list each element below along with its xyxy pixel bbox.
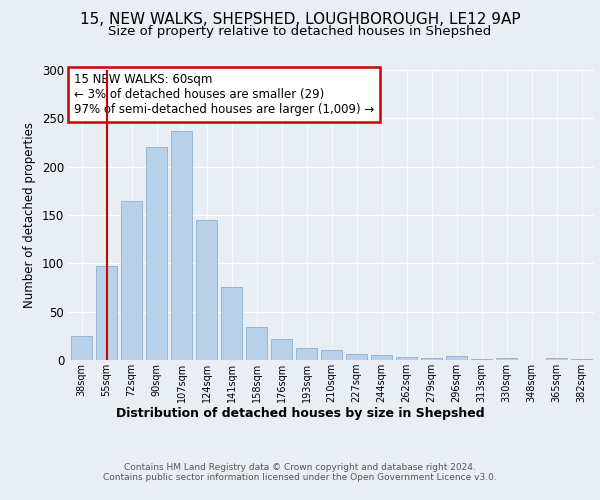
Bar — [221, 286, 242, 360]
Bar — [346, 354, 367, 360]
Bar — [96, 266, 117, 360]
Bar — [71, 336, 92, 360]
Text: Contains public sector information licensed under the Open Government Licence v3: Contains public sector information licen… — [103, 472, 497, 482]
Bar — [571, 359, 592, 360]
Bar — [196, 220, 217, 360]
Text: Distribution of detached houses by size in Shepshed: Distribution of detached houses by size … — [116, 408, 484, 420]
Bar — [121, 200, 142, 360]
Bar — [171, 131, 192, 360]
Text: 15 NEW WALKS: 60sqm
← 3% of detached houses are smaller (29)
97% of semi-detache: 15 NEW WALKS: 60sqm ← 3% of detached hou… — [74, 73, 374, 116]
Bar — [246, 327, 267, 360]
Bar — [496, 358, 517, 360]
Text: 15, NEW WALKS, SHEPSHED, LOUGHBOROUGH, LE12 9AP: 15, NEW WALKS, SHEPSHED, LOUGHBOROUGH, L… — [80, 12, 520, 28]
Bar — [146, 148, 167, 360]
Bar — [421, 358, 442, 360]
Bar — [296, 348, 317, 360]
Bar — [371, 355, 392, 360]
Bar — [396, 357, 417, 360]
Bar — [271, 338, 292, 360]
Bar — [446, 356, 467, 360]
Bar — [546, 358, 567, 360]
Text: Contains HM Land Registry data © Crown copyright and database right 2024.: Contains HM Land Registry data © Crown c… — [124, 462, 476, 471]
Bar — [471, 359, 492, 360]
Text: Size of property relative to detached houses in Shepshed: Size of property relative to detached ho… — [109, 25, 491, 38]
Bar — [321, 350, 342, 360]
Y-axis label: Number of detached properties: Number of detached properties — [23, 122, 37, 308]
